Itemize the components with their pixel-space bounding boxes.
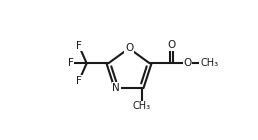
Text: F: F	[68, 58, 74, 68]
Text: O: O	[183, 58, 191, 68]
Text: F: F	[76, 41, 82, 51]
Text: CH₃: CH₃	[133, 102, 151, 111]
Text: CH₃: CH₃	[200, 58, 218, 68]
Text: N: N	[112, 83, 120, 93]
Text: F: F	[76, 76, 82, 86]
Text: O: O	[167, 40, 175, 50]
Text: O: O	[125, 43, 133, 53]
